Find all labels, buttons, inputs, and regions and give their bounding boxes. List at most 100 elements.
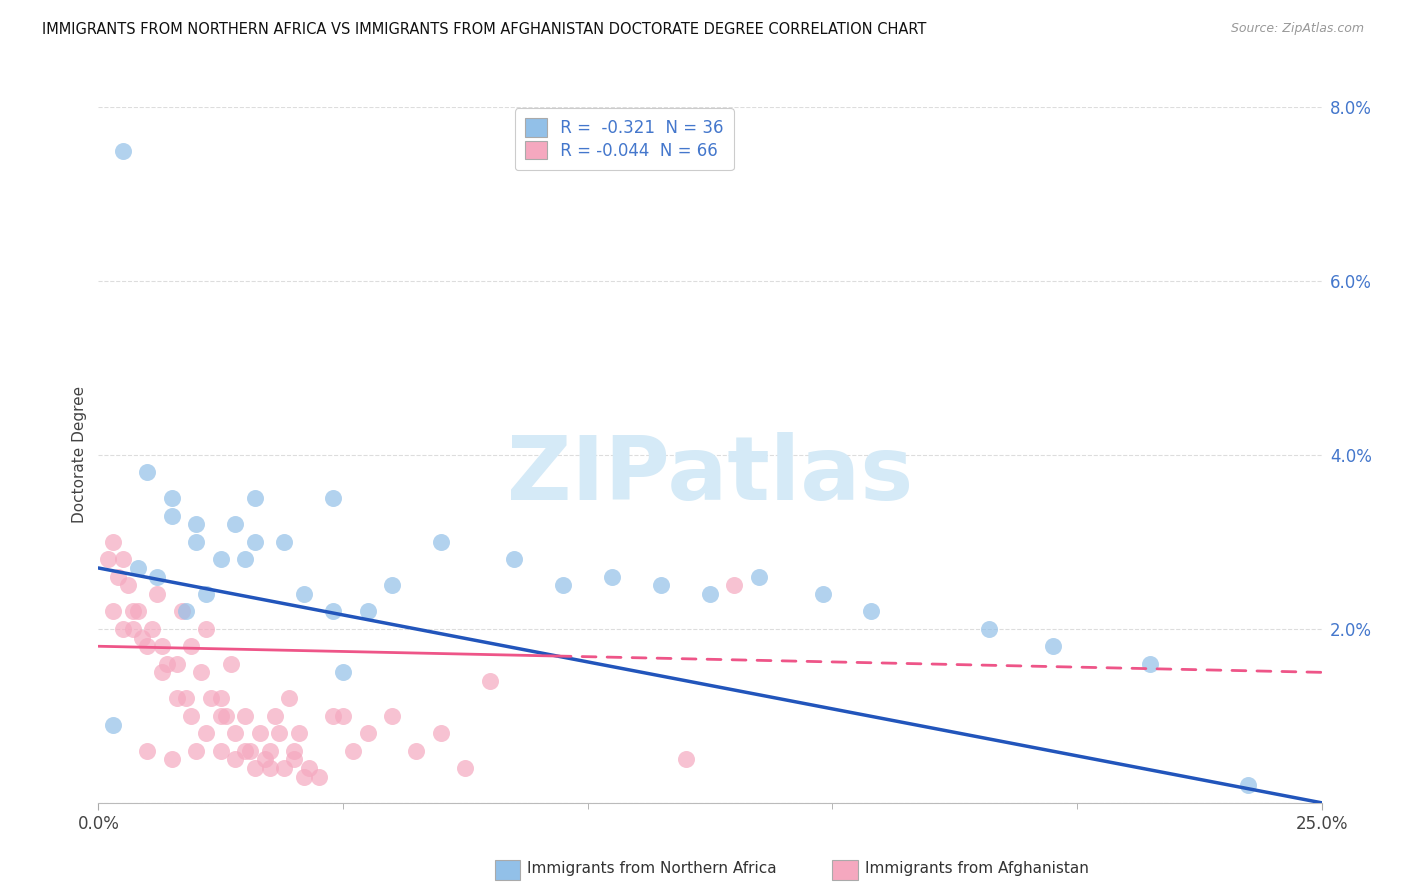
Point [356,605,378,619]
Point [209,691,232,706]
Point [97,552,120,566]
Point [249,726,271,740]
Point [405,744,427,758]
Point [430,535,453,549]
Y-axis label: Doctorate Degree: Doctorate Degree [72,386,87,524]
Point [478,674,501,689]
Point [283,744,305,758]
Point [176,691,198,706]
Legend:  R =  -0.321  N = 36,  R = -0.044  N = 66: R = -0.321 N = 36, R = -0.044 N = 66 [515,109,734,169]
Point [117,578,139,592]
Point [136,466,159,480]
Point [259,761,281,775]
Point [150,665,173,680]
Point [121,622,143,636]
Point [273,761,295,775]
Point [224,726,246,740]
Point [156,657,179,671]
Point [150,639,173,653]
Point [101,605,124,619]
Point [278,691,301,706]
Point [141,622,163,636]
Point [166,691,188,706]
Point [356,726,378,740]
Point [1042,639,1064,653]
Point [170,605,193,619]
Point [860,605,883,619]
Point [127,561,149,575]
Point [111,144,134,158]
Point [322,708,344,723]
Point [186,517,208,532]
Point [381,578,404,592]
Point [269,726,291,740]
Point [224,752,246,766]
Point [253,752,276,766]
Point [195,587,218,601]
Point [186,744,208,758]
Point [322,491,344,506]
Point [107,570,129,584]
Point [176,605,198,619]
Point [553,578,575,592]
Point [209,552,232,566]
Point [675,752,697,766]
Point [243,491,266,506]
Point [101,535,124,549]
Point [186,535,208,549]
Point [332,708,354,723]
Text: Immigrants from Afghanistan: Immigrants from Afghanistan [865,862,1088,876]
Point [136,744,159,758]
Point [381,708,404,723]
Point [160,491,183,506]
Point [298,761,321,775]
Point [243,535,266,549]
Text: Source: ZipAtlas.com: Source: ZipAtlas.com [1230,22,1364,36]
Point [190,665,212,680]
Point [101,717,124,731]
Point [136,639,159,653]
Point [332,665,354,680]
Point [224,517,246,532]
Point [292,770,315,784]
Text: ZIPatlas: ZIPatlas [508,433,912,519]
Point [748,570,770,584]
Point [503,552,526,566]
Point [600,570,623,584]
Point [322,605,344,619]
Point [146,587,169,601]
Point [430,726,453,740]
Point [259,744,281,758]
Point [209,708,232,723]
Point [283,752,305,766]
Point [209,744,232,758]
Point [292,587,315,601]
Point [219,657,242,671]
Point [811,587,834,601]
Point [977,622,1000,636]
Text: IMMIGRANTS FROM NORTHERN AFRICA VS IMMIGRANTS FROM AFGHANISTAN DOCTORATE DEGREE : IMMIGRANTS FROM NORTHERN AFRICA VS IMMIG… [42,22,927,37]
Point [160,752,183,766]
Point [308,770,330,784]
Point [146,570,169,584]
Point [200,691,222,706]
Point [195,726,218,740]
Point [263,708,285,723]
Point [111,552,134,566]
Point [121,605,143,619]
Point [342,744,364,758]
Point [273,535,295,549]
Point [1237,778,1260,792]
Point [166,657,188,671]
Point [127,605,149,619]
Point [243,761,266,775]
Point [723,578,745,592]
Point [180,639,202,653]
Point [650,578,672,592]
Point [233,744,256,758]
Point [239,744,262,758]
Point [111,622,134,636]
Point [233,708,256,723]
Point [131,631,153,645]
Point [233,552,256,566]
